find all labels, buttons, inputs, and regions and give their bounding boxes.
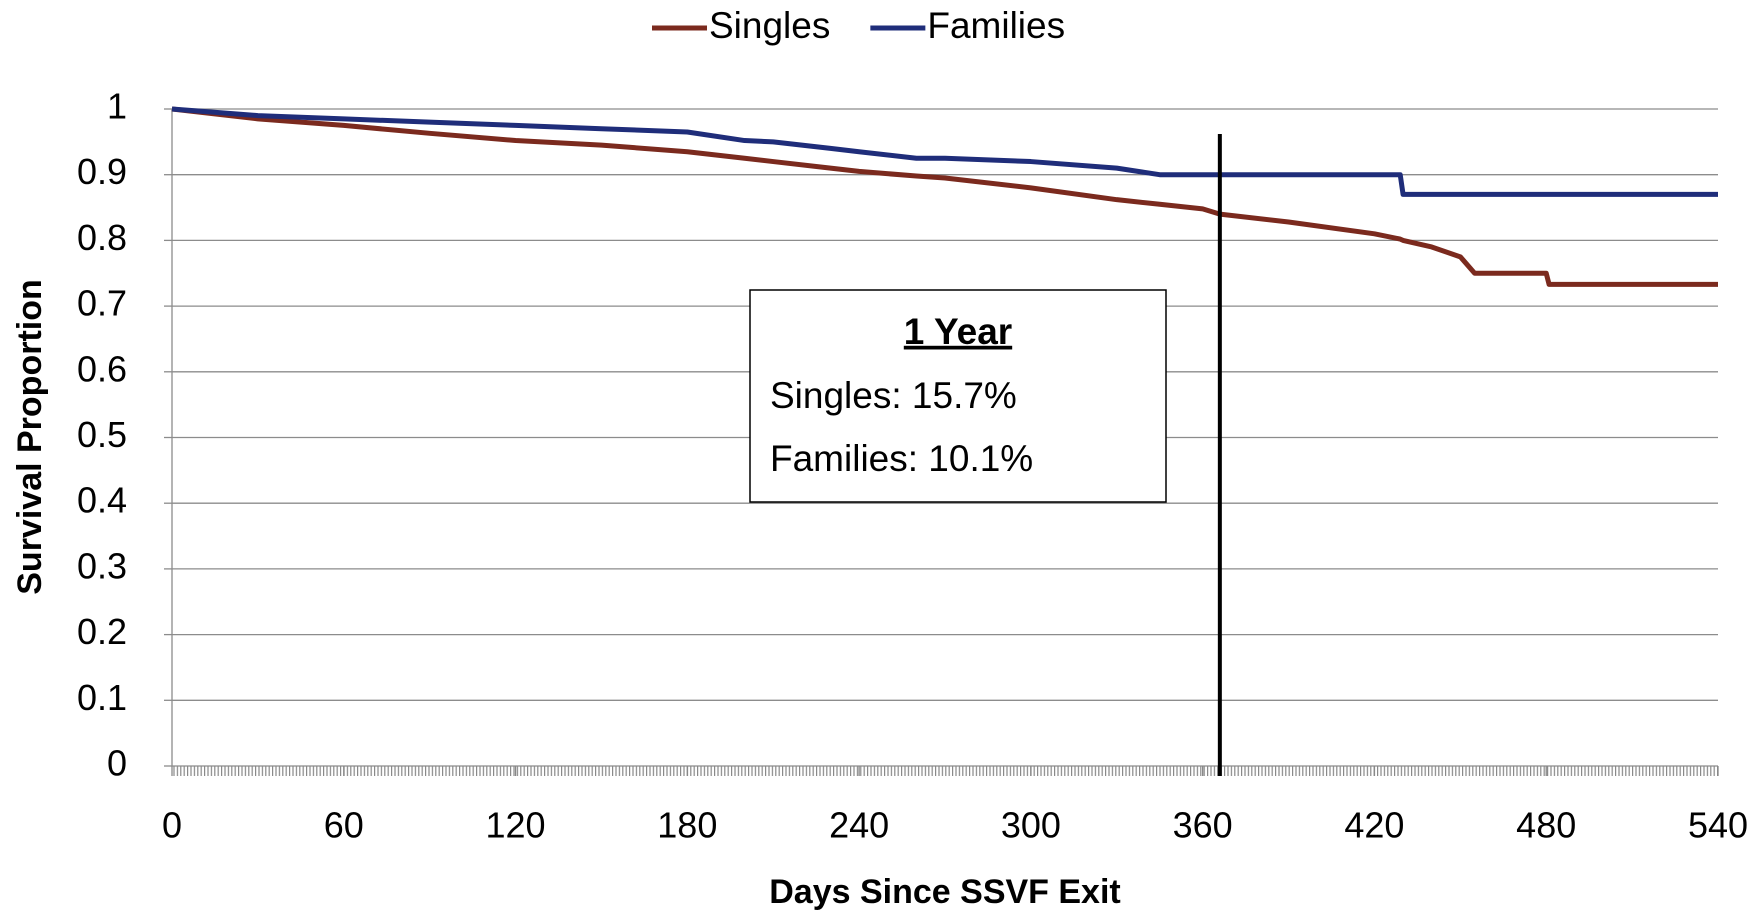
x-tick-label: 0 xyxy=(162,805,182,846)
annotation-line: Singles: 15.7% xyxy=(770,375,1017,416)
y-tick-label: 0.8 xyxy=(77,217,127,258)
x-axis-title: Days Since SSVF Exit xyxy=(769,873,1121,911)
legend-label: Families xyxy=(927,5,1065,46)
y-tick-label: 0.1 xyxy=(77,677,127,718)
annotation-title: 1 Year xyxy=(904,311,1012,352)
x-tick-label: 300 xyxy=(1001,805,1061,846)
legend-label: Singles xyxy=(709,5,830,46)
y-tick-label: 1 xyxy=(107,86,127,127)
x-tick-label: 420 xyxy=(1344,805,1404,846)
annotation-box xyxy=(749,289,1167,503)
y-tick-label: 0.7 xyxy=(77,283,127,324)
y-tick-label: 0.5 xyxy=(77,414,127,455)
y-tick-label: 0.9 xyxy=(77,151,127,192)
x-tick-label: 60 xyxy=(324,805,364,846)
y-axis-title: Survival Proportion xyxy=(11,279,49,595)
x-tick-label: 480 xyxy=(1516,805,1576,846)
annotation-line: Families: 10.1% xyxy=(770,438,1033,479)
y-tick-label: 0.2 xyxy=(77,611,127,652)
y-tick-label: 0.6 xyxy=(77,348,127,389)
x-tick-label: 360 xyxy=(1173,805,1233,846)
x-tick-label: 120 xyxy=(486,805,546,846)
y-tick-label: 0.4 xyxy=(77,480,127,521)
x-tick-label: 180 xyxy=(657,805,717,846)
series-line xyxy=(171,106,1718,197)
series-line xyxy=(171,106,1718,287)
y-tick-label: 0 xyxy=(107,743,127,784)
x-tick-label: 240 xyxy=(829,805,889,846)
x-tick-label: 540 xyxy=(1688,805,1748,846)
y-tick-label: 0.3 xyxy=(77,545,127,586)
x-axis-minor-ticks xyxy=(172,766,1718,776)
